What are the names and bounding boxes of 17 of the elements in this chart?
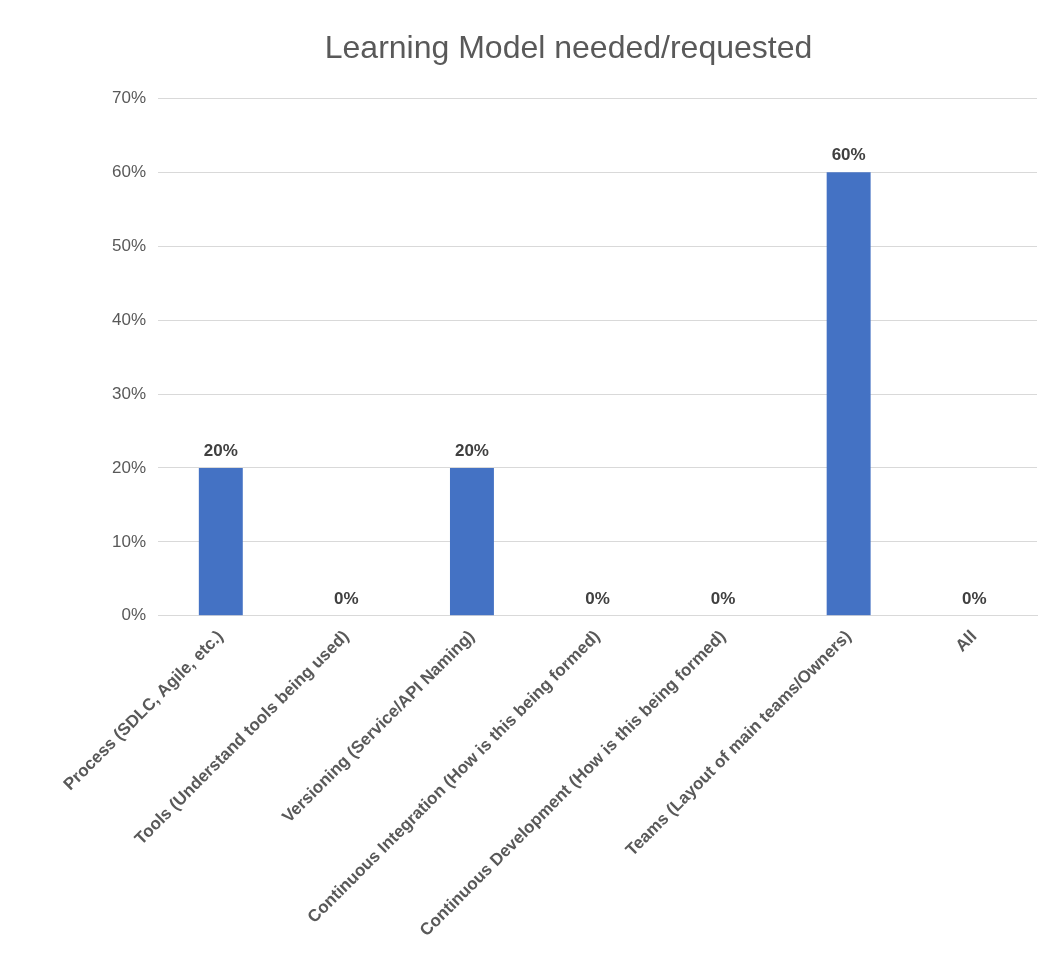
y-tick-label: 50% (111, 235, 147, 255)
data-label: 0% (961, 588, 987, 608)
data-label: 0% (334, 588, 359, 608)
chart-title: Learning Model needed/requested (324, 29, 813, 66)
y-tick-label: 70% (111, 88, 147, 108)
y-tick-label: 60% (111, 161, 147, 181)
y-tick-label: 20% (111, 457, 147, 477)
data-label: 60% (831, 145, 866, 165)
data-label: 20% (454, 441, 489, 461)
data-label: 0% (710, 588, 736, 608)
y-tick-label: 10% (111, 531, 147, 551)
data-label: 20% (203, 441, 238, 461)
y-tick-label: 0% (121, 605, 147, 625)
y-tick-label: 40% (111, 309, 147, 329)
data-label: 0% (585, 588, 610, 608)
x-tick-label: All (951, 626, 981, 656)
y-tick-label: 30% (111, 383, 147, 403)
